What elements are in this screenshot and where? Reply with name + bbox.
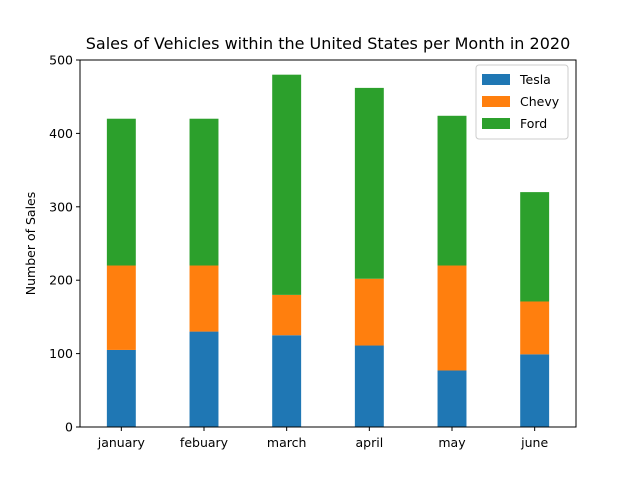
bar-chevy-january [106, 265, 136, 350]
bar-tesla-febuary [189, 331, 219, 427]
y-axis: 0 100 200 300 400 500 [49, 53, 80, 435]
y-tick-label: 500 [49, 53, 73, 68]
y-tick-label: 400 [49, 126, 73, 141]
x-tick-label-january: january [97, 435, 146, 450]
legend: Tesla Chevy Ford [475, 64, 569, 140]
x-tick-label-april: april [355, 435, 383, 450]
bar-tesla-march [272, 335, 302, 427]
y-tick-label: 300 [49, 199, 73, 214]
bar-tesla-january [106, 349, 136, 427]
legend-swatch-ford [482, 118, 510, 129]
x-tick-label-june: june [520, 435, 548, 450]
bar-ford-may [437, 115, 467, 266]
bar-chevy-april [354, 278, 384, 346]
bar-chevy-june [520, 301, 550, 355]
legend-label-ford: Ford [520, 116, 547, 131]
bar-tesla-april [354, 345, 384, 427]
bars-group [106, 74, 550, 427]
bar-ford-april [354, 87, 384, 279]
bar-chevy-may [437, 265, 467, 371]
bar-chevy-march [272, 294, 302, 336]
bar-chevy-febuary [189, 265, 219, 332]
x-tick-label-may: may [438, 435, 466, 450]
bar-tesla-may [437, 370, 467, 427]
bar-ford-january [106, 118, 136, 266]
legend-swatch-chevy [482, 96, 510, 107]
legend-label-tesla: Tesla [519, 72, 551, 87]
legend-label-chevy: Chevy [520, 94, 560, 109]
chart-title: Sales of Vehicles within the United Stat… [86, 34, 571, 53]
y-tick-label: 100 [49, 346, 73, 361]
x-axis: january febuary march april may june [97, 427, 548, 450]
bar-ford-febuary [189, 118, 219, 266]
y-tick-label: 200 [49, 273, 73, 288]
y-axis-label: Number of Sales [23, 192, 38, 295]
x-tick-label-march: march [267, 435, 307, 450]
y-tick-label: 0 [65, 420, 73, 435]
legend-swatch-tesla [482, 74, 510, 85]
bar-ford-june [520, 192, 550, 302]
plot-frame [79, 59, 577, 428]
bar-tesla-june [520, 354, 550, 427]
x-tick-label-febuary: febuary [180, 435, 229, 450]
bar-ford-march [272, 74, 302, 295]
